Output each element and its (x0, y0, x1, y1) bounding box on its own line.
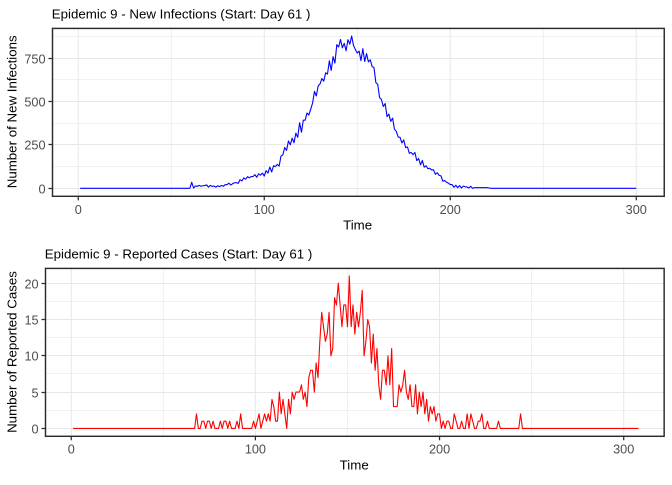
svg-text:5: 5 (32, 387, 39, 401)
svg-text:300: 300 (626, 203, 647, 217)
svg-text:0: 0 (75, 203, 82, 217)
svg-text:Time: Time (340, 457, 369, 472)
svg-text:0: 0 (38, 183, 45, 197)
svg-text:20: 20 (24, 278, 38, 292)
svg-text:750: 750 (24, 53, 45, 67)
svg-text:0: 0 (32, 423, 39, 437)
svg-text:200: 200 (440, 203, 461, 217)
svg-text:0: 0 (68, 443, 75, 457)
svg-text:15: 15 (24, 314, 38, 328)
svg-text:100: 100 (245, 443, 266, 457)
svg-text:200: 200 (429, 443, 450, 457)
svg-text:Epidemic 9 - Reported Cases (S: Epidemic 9 - Reported Cases (Start: Day … (45, 247, 313, 262)
svg-text:10: 10 (24, 350, 38, 364)
svg-text:500: 500 (24, 96, 45, 110)
svg-text:Time: Time (343, 217, 372, 232)
svg-text:Number of Reported Cases: Number of Reported Cases (4, 271, 19, 433)
svg-text:300: 300 (613, 443, 634, 457)
svg-text:Epidemic 9 - New Infections (S: Epidemic 9 - New Infections (Start: Day … (52, 7, 311, 22)
svg-text:100: 100 (254, 203, 275, 217)
svg-text:250: 250 (24, 139, 45, 153)
svg-text:Number of New Infections: Number of New Infections (4, 35, 19, 188)
